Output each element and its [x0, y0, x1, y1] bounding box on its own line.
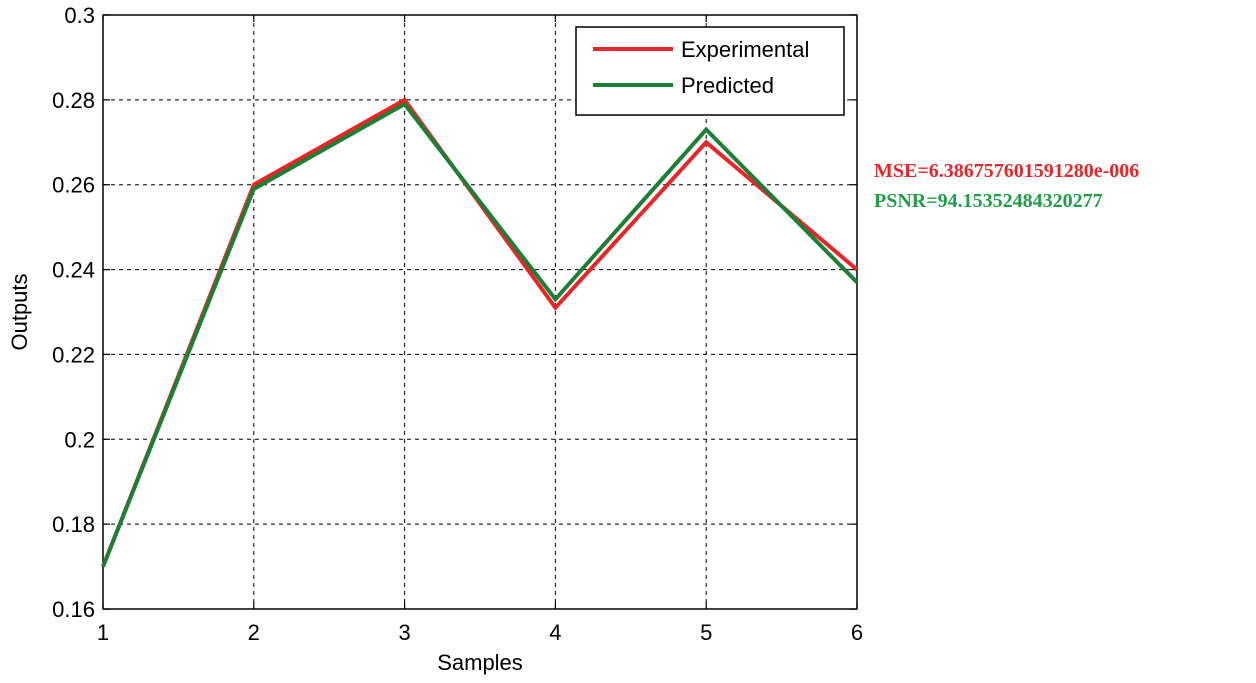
x-tick-label: 3 — [398, 620, 410, 645]
axis-ticks: 1 2 3 4 5 6 0.16 0.18 0.2 0.22 0.24 0.26 0.28 0.3 — [52, 3, 863, 645]
y-tick-label: 0.3 — [64, 3, 95, 28]
mse-annotation: MSE=6.386757601591280e-006 — [874, 160, 1140, 182]
y-tick-label: 0.2 — [64, 427, 95, 452]
y-tick-label: 0.22 — [52, 342, 95, 367]
x-tick-label: 1 — [97, 620, 109, 645]
y-tick-label: 0.26 — [52, 173, 95, 198]
x-axis-title: Samples — [437, 650, 523, 675]
x-tick-label: 4 — [549, 620, 561, 645]
x-tick-label: 6 — [851, 620, 863, 645]
legend-box — [575, 26, 845, 116]
legend-label-predicted: Predicted — [681, 73, 774, 98]
y-tick-label: 0.28 — [52, 88, 95, 113]
series-line-predicted — [101, 101, 859, 568]
y-axis-title: Outputs — [7, 273, 32, 350]
x-tick-label: 5 — [700, 620, 712, 645]
legend-label-experimental: Experimental — [681, 37, 809, 62]
y-tick-label: 0.16 — [52, 597, 95, 622]
plot-area-frame — [102, 14, 858, 610]
x-tick-label: 2 — [248, 620, 260, 645]
y-tick-label: 0.18 — [52, 512, 95, 537]
y-tick-label: 0.24 — [52, 258, 95, 283]
legend: Experimental Predicted — [575, 26, 845, 116]
series-lines — [101, 97, 859, 568]
psnr-annotation: PSNR=94.15352484320277 — [874, 190, 1103, 212]
